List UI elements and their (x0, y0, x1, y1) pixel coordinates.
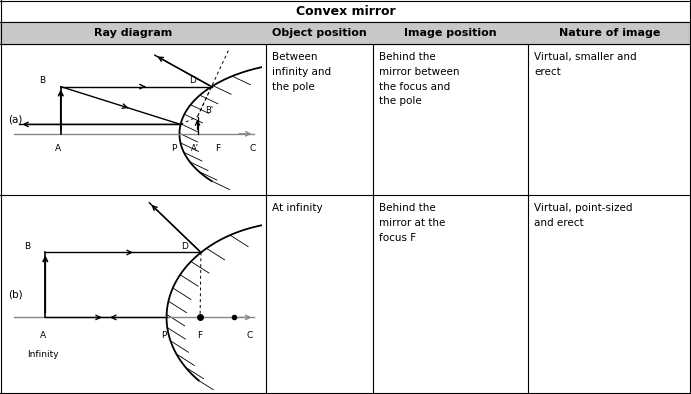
Text: (b): (b) (8, 290, 23, 299)
Text: A: A (39, 331, 46, 340)
Text: Virtual, smaller and
erect: Virtual, smaller and erect (534, 52, 636, 77)
Text: A: A (55, 144, 61, 153)
Text: Object position: Object position (272, 28, 367, 38)
Text: Behind the
mirror at the
focus F: Behind the mirror at the focus F (379, 203, 446, 243)
Text: Ray diagram: Ray diagram (94, 28, 172, 38)
Text: A': A' (191, 144, 199, 153)
Text: P: P (161, 331, 167, 340)
Text: F: F (198, 331, 202, 340)
Text: (a): (a) (8, 115, 22, 125)
Text: Convex mirror: Convex mirror (296, 4, 395, 17)
Text: C: C (249, 144, 256, 153)
Text: C: C (247, 331, 253, 340)
Text: B': B' (205, 106, 214, 115)
Text: P: P (171, 144, 177, 153)
Text: At infinity: At infinity (272, 203, 323, 213)
Text: D: D (181, 242, 188, 251)
Text: Behind the
mirror between
the focus and
the pole: Behind the mirror between the focus and … (379, 52, 460, 106)
Text: F: F (216, 144, 220, 153)
Text: D: D (189, 76, 196, 85)
Text: Infinity: Infinity (27, 350, 59, 359)
Text: B: B (39, 76, 46, 85)
Text: Nature of image: Nature of image (559, 28, 660, 38)
Text: B: B (23, 242, 30, 251)
Text: Between
infinity and
the pole: Between infinity and the pole (272, 52, 331, 91)
Text: Virtual, point-sized
and erect: Virtual, point-sized and erect (534, 203, 632, 228)
Text: Image position: Image position (404, 28, 497, 38)
